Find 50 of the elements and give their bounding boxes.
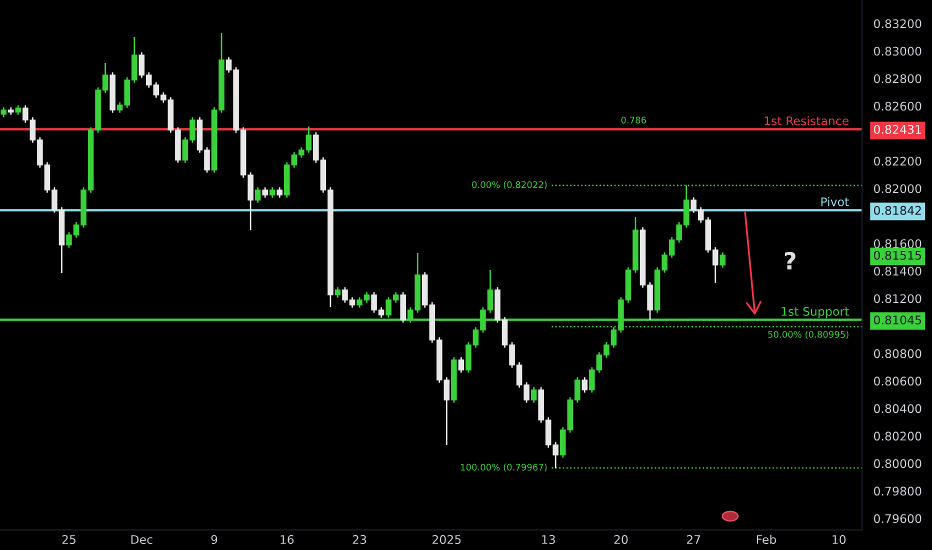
y-tick-label: 0.81842: [874, 206, 921, 215]
x-tick-label: 23: [352, 535, 366, 544]
y-tick-label: 0.81200: [874, 294, 922, 304]
x-tick-label: 16: [280, 535, 294, 544]
ref-line-label: 100.00% (0.79967): [461, 464, 547, 472]
x-tick-label: Dec: [131, 535, 152, 544]
x-tick-label: Feb: [756, 534, 776, 544]
candlestick: [458, 356, 464, 374]
ref-line-label: 50.00% (0.80995): [768, 330, 848, 339]
x-tick-label: 9: [211, 535, 218, 544]
y-tick-label: 0.81400: [874, 266, 922, 276]
x-tick-label: 27: [686, 535, 700, 544]
x-tick-label: 25: [62, 535, 76, 544]
y-tick-label: 0.81515: [874, 250, 921, 260]
y-tick-label: 0.80000: [874, 459, 922, 468]
candlestick: [334, 286, 341, 298]
candlestick: [269, 186, 276, 198]
ref-line-label: Pivot: [821, 197, 849, 206]
candlestick: [720, 252, 726, 268]
x-tick-label: 2025: [432, 535, 461, 544]
y-tick-label: 0.79600: [874, 514, 922, 524]
y-tick-label: 0.80600: [874, 376, 922, 386]
y-tick-label: 0.81045: [874, 316, 921, 324]
x-tick-label: 20: [614, 535, 628, 544]
ref-line-label: 1st Support: [782, 306, 849, 318]
candlestick: [582, 376, 588, 394]
x-tick-label: 10: [832, 535, 846, 544]
y-tick-label: 0.82200: [874, 156, 922, 166]
y-tick-label: 0.80400: [874, 404, 922, 414]
y-tick-label: 0.79800: [874, 486, 922, 496]
y-tick-label: 0.82000: [874, 184, 922, 194]
y-tick-label: 0.80200: [874, 432, 922, 441]
y-tick-label: 0.83200: [874, 19, 922, 28]
candlestick: [0, 106, 7, 118]
y-tick-label: 0.81600: [874, 239, 922, 248]
ref-line-label: 0.00% (0.82022): [472, 181, 547, 190]
y-tick-label: 0.82600: [874, 102, 922, 111]
candlestick: [530, 386, 537, 404]
candlestick: [254, 186, 261, 204]
candlestick: [276, 186, 283, 198]
y-tick-label: 0.83000: [874, 46, 922, 56]
annotation: 0.786: [621, 116, 646, 124]
y-tick-label: 0.80800: [874, 349, 922, 358]
y-tick-label: 0.82800: [874, 74, 922, 84]
y-tick-label: 0.82431: [874, 124, 921, 134]
candlestick: [262, 186, 268, 198]
ref-line-label: 1st Resistance: [764, 116, 849, 126]
annotation: ?: [784, 252, 796, 270]
candlestick: [15, 104, 22, 116]
x-tick-label: 13: [542, 535, 555, 544]
